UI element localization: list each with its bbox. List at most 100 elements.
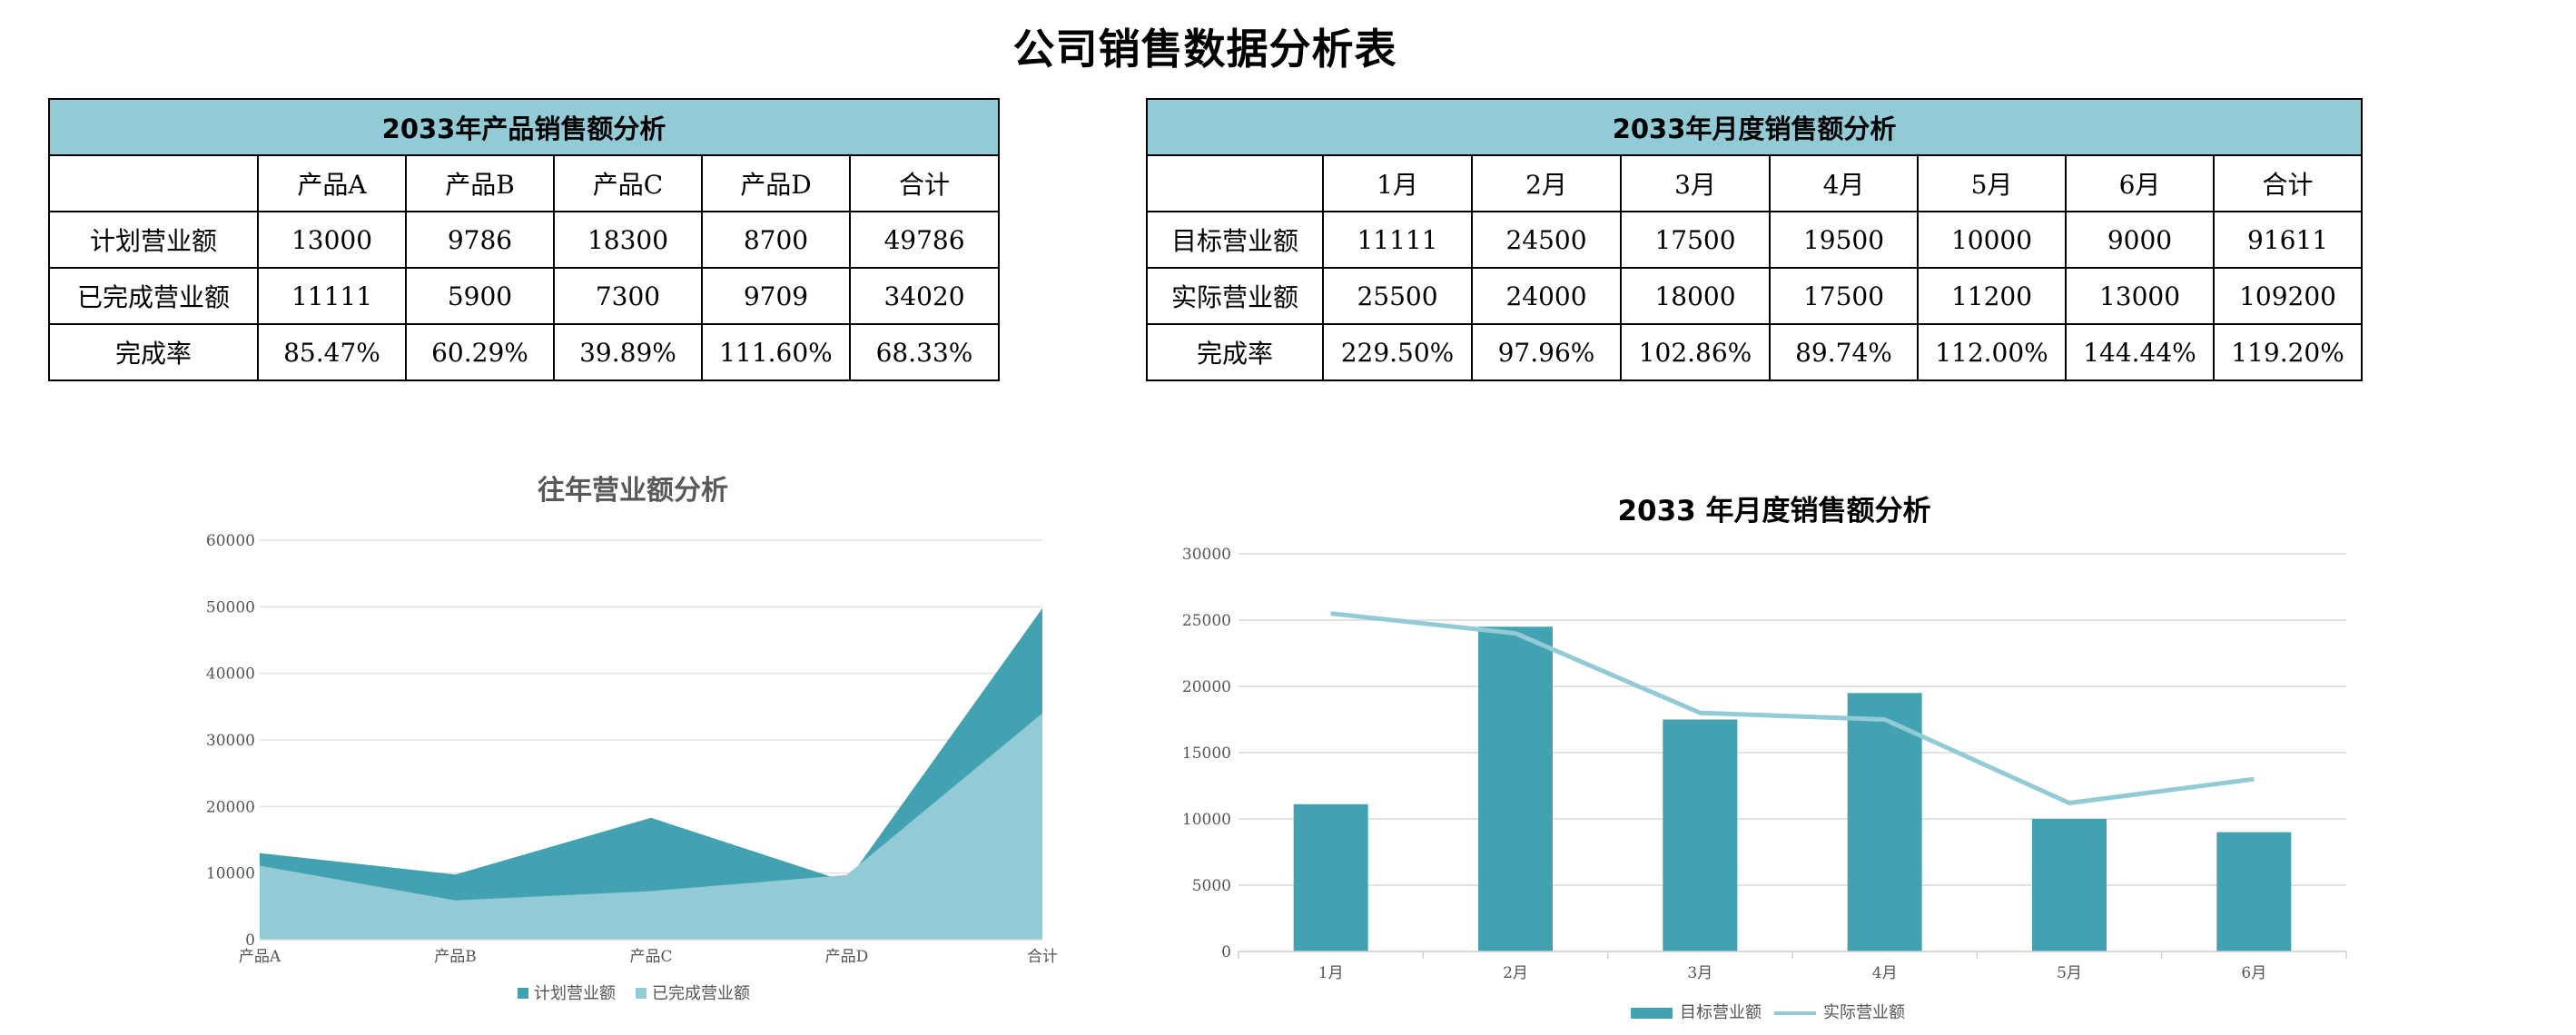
x-tick-label: 2月 [1503,964,1528,982]
table-cell: 9786 [405,211,555,269]
table-cell: 229.50% [1322,323,1473,381]
y-tick-label: 20000 [206,798,255,816]
x-tick-label: 5月 [2057,964,2082,982]
x-tick-label: 合计 [1027,948,1058,966]
table-row: 完成率 229.50% 97.96% 102.86% 89.74% 112.00… [1146,323,2364,381]
legend-swatch [636,988,646,999]
row-label: 目标营业额 [1146,211,1324,269]
row-label: 实际营业额 [1146,267,1324,325]
y-tick-label: 30000 [1182,546,1231,564]
table-row: 计划营业额 13000 9786 18300 8700 49786 [48,211,1000,269]
table-cell: 17500 [1769,267,1919,325]
bar [1663,719,1738,951]
table-cell: 9000 [2065,211,2215,269]
table-cell: 24500 [1471,211,1622,269]
table-cell: 11111 [1322,211,1473,269]
table-cell: 68.33% [849,323,1000,381]
y-tick-label: 30000 [206,732,255,750]
y-tick-label: 40000 [206,665,255,684]
table-cell: 102.86% [1620,323,1771,381]
x-tick-label: 6月 [2241,964,2266,982]
table-row: 完成率 85.47% 60.29% 39.89% 111.60% 68.33% [48,323,1000,381]
legend-label: 实际营业额 [1823,1003,1905,1022]
header-cell: 产品D [701,154,851,212]
table-cell: 13000 [257,211,407,269]
table-cell: 60.29% [405,323,555,381]
product-sales-table: 2033年产品销售额分析 产品A 产品B 产品C 产品D 合计 计划营业额 13… [48,98,1000,381]
legend-swatch [1631,1008,1673,1019]
table-cell: 112.00% [1917,323,2067,381]
table-cell: 109200 [2212,267,2364,325]
legend-label: 已完成营业额 [652,984,750,1003]
header-cell: 2月 [1471,154,1622,212]
table-cell: 91611 [2212,211,2364,269]
table-cell: 144.44% [2065,323,2215,381]
monthly-combo-chart: 2033 年月度销售额分析 0 5000 10000 15000 20000 25000 30… [1182,495,2347,1022]
table-cell: 5900 [405,267,555,325]
x-tick-label: 产品A [239,948,281,966]
header-cell: 1月 [1322,154,1473,212]
table-cell: 18000 [1620,267,1771,325]
legend-swatch [518,988,528,999]
table-row: 已完成营业额 11111 5900 7300 9709 34020 [48,267,1000,325]
table-title-row: 2033年产品销售额分析 [48,98,1000,156]
x-tick-label: 产品B [434,948,477,966]
y-tick-label: 5000 [1192,877,1231,895]
x-tick-label: 1月 [1318,964,1344,982]
table-cell: 19500 [1769,211,1919,269]
y-tick-label: 0 [1221,943,1231,961]
y-tick-label: 50000 [206,598,255,616]
page-title: 公司销售数据分析表 [1012,25,1397,74]
header-cell: 6月 [2065,154,2215,212]
row-label: 完成率 [48,323,259,381]
table-cell: 9709 [701,267,851,325]
table-cell: 34020 [849,267,1000,325]
header-cell: 5月 [1917,154,2067,212]
y-tick-label: 10000 [1182,811,1231,829]
table-cell: 8700 [701,211,851,269]
table-row: 实际营业额 25500 24000 18000 17500 11200 1300… [1146,267,2364,325]
y-tick-label: 10000 [206,865,255,883]
y-tick-label: 0 [245,932,255,950]
monthly-sales-table: 2033年月度销售额分析 1月 2月 3月 4月 5月 6月 合计 目标营业额 … [1145,98,2364,381]
table-cell: 89.74% [1769,323,1919,381]
line-series [1330,611,2255,805]
table-cell: 11111 [257,267,407,325]
x-tick-label: 产品D [825,948,869,966]
table-cell: 97.96% [1471,323,1622,381]
bar [1847,693,1922,951]
product-table-title: 2033年产品销售额分析 [48,98,1000,156]
bar [2216,832,2292,951]
table-cell: 13000 [2065,267,2215,325]
bar [1478,626,1553,951]
revenue-area-chart: 往年营业额分析 0 10000 20000 30000 40000 50000 60000 产品… [206,475,1058,1003]
table-cell: 49786 [849,211,1000,269]
monthly-table-title: 2033年月度销售额分析 [1145,98,2364,156]
table-cell: 24000 [1471,267,1622,325]
table-cell: 39.89% [553,323,703,381]
x-tick-label: 4月 [1872,964,1898,982]
table-cell: 85.47% [257,323,407,381]
header-cell: 产品B [405,154,555,212]
table-title-row: 2033年月度销售额分析 [1145,98,2364,156]
header-cell: 产品C [553,154,703,212]
legend-label: 计划营业额 [534,984,616,1003]
table-cell: 11200 [1917,267,2067,325]
x-tick-label: 3月 [1687,964,1712,982]
header-cell: 合计 [849,154,1000,212]
header-cell [48,154,259,212]
y-tick-label: 25000 [1182,612,1231,630]
header-cell: 3月 [1620,154,1771,212]
y-tick-label: 20000 [1182,678,1231,696]
chart-title: 2033 年月度销售额分析 [1617,495,1930,527]
y-tick-label: 60000 [206,532,255,550]
header-cell: 合计 [2212,154,2364,212]
table-header-row: 产品A 产品B 产品C 产品D 合计 [48,154,1000,212]
header-cell [1146,154,1324,212]
x-tick-label: 产品C [629,948,672,966]
table-cell: 17500 [1620,211,1771,269]
header-cell: 4月 [1769,154,1919,212]
row-label: 已完成营业额 [48,267,259,325]
table-cell: 7300 [553,267,703,325]
table-cell: 18300 [553,211,703,269]
